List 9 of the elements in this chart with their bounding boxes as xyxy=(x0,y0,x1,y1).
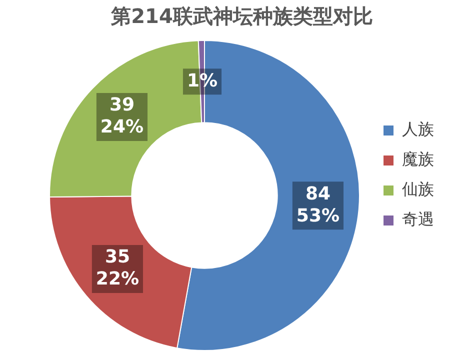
data-label: 35 22% xyxy=(96,246,140,290)
chart-title: 第214联武神坛种族类型对比 xyxy=(110,4,373,28)
data-label: 1% xyxy=(186,70,218,92)
legend-label: 人族 xyxy=(402,120,434,139)
data-label: 84 53% xyxy=(296,183,340,226)
data-label: 39 24% xyxy=(100,94,144,138)
legend-label: 奇遇 xyxy=(402,210,434,229)
legend-label: 仙族 xyxy=(402,180,434,199)
legend-label: 魔族 xyxy=(402,150,434,169)
